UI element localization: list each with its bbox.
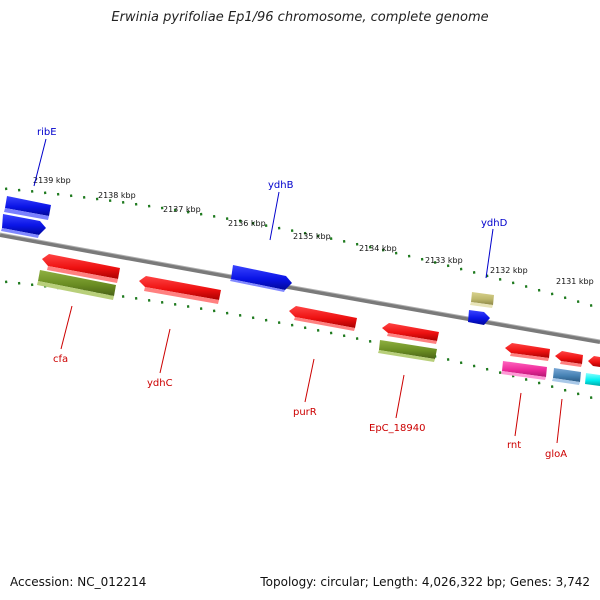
accession-text: Accession: NC_012214 [10, 575, 147, 589]
gene-ydhD-arrow[interactable] [468, 310, 490, 325]
leader-ydhC [159, 328, 171, 374]
scale-label-2132: 2132 kbp [490, 266, 528, 275]
scale-label-2137: 2137 kbp [163, 205, 201, 214]
gene-red-edge-arrow[interactable] [588, 356, 600, 367]
reverse-genes [37, 254, 600, 386]
gene-label-EpC_18940[interactable]: EpC_18940 [369, 423, 425, 434]
gene-ydhB-arrow[interactable] [230, 265, 292, 292]
leader-ydhB [269, 191, 280, 241]
gene-label-cfa[interactable]: cfa [53, 354, 68, 365]
figure-title: Erwinia pyrifoliae Ep1/96 chromosome, co… [111, 10, 489, 25]
gene-purR-arrow[interactable] [289, 306, 357, 331]
gene-label-gloA[interactable]: gloA [545, 449, 567, 460]
gene-ribE-arrow[interactable] [1, 214, 46, 238]
gene-cyan-block[interactable] [585, 373, 600, 386]
scale-label-2135: 2135 kbp [293, 232, 331, 241]
scale-ticks-inner [4, 280, 593, 400]
forward-genes [1, 196, 494, 325]
scale-label-2138: 2138 kbp [98, 191, 136, 200]
scale-label-2131: 2131 kbp [556, 277, 594, 286]
leader-cfa [60, 305, 73, 350]
gene-steelblue-block[interactable] [552, 368, 581, 385]
gene-ribE-block[interactable] [4, 196, 51, 220]
gene-label-ydhD[interactable]: ydhD [481, 218, 508, 229]
gene-label-ydhB[interactable]: ydhB [268, 180, 294, 191]
gene-olive-block-1[interactable] [37, 270, 116, 300]
chromosome-backbone [0, 233, 600, 344]
gene-label-purR[interactable]: purR [293, 407, 317, 418]
gene-rnt-arrow[interactable] [505, 343, 550, 361]
scale-labels: 2139 kbp 2138 kbp 2137 kbp 2136 kbp 2135… [33, 176, 594, 286]
gene-cfa-arrow[interactable] [42, 254, 120, 283]
topology-text: Topology: circular; Length: 4,026,322 bp… [260, 575, 590, 589]
gene-EpC_18940-arrow[interactable] [382, 323, 439, 344]
leader-gloA [556, 398, 563, 444]
gene-khaki-block[interactable] [470, 292, 494, 308]
chromosome-backbone-highlight [0, 232, 600, 341]
gene-ydhC-arrow[interactable] [139, 276, 221, 304]
label-leaders [33, 138, 563, 444]
scale-label-2139: 2139 kbp [33, 176, 71, 185]
scale-ticks-outer [4, 187, 593, 307]
gene-magenta-block[interactable] [501, 361, 547, 380]
leader-EpC_18940 [395, 374, 405, 419]
leader-rnt [514, 392, 522, 437]
gene-red-small-arrow[interactable] [555, 351, 583, 367]
leader-ydhD [485, 228, 494, 279]
gene-label-ribE[interactable]: ribE [37, 127, 57, 138]
gene-label-ydhC[interactable]: ydhC [147, 378, 173, 389]
gene-label-rnt[interactable]: rnt [507, 440, 521, 451]
leader-purR [304, 358, 315, 403]
scale-label-2133: 2133 kbp [425, 256, 463, 265]
gene-olive-block-2[interactable] [378, 340, 437, 362]
leader-ribE [33, 138, 47, 187]
scale-label-2134: 2134 kbp [359, 244, 397, 253]
scale-label-2136: 2136 kbp [228, 219, 266, 228]
gene-labels: ribE ydhB ydhD cfa ydhC purR EpC_18940 r… [37, 127, 567, 460]
